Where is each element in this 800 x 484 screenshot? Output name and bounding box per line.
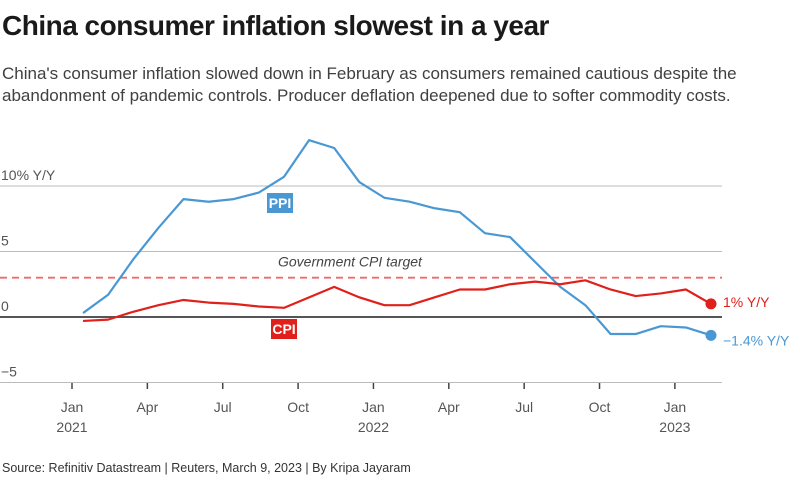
source-note: Source: Refinitiv Datastream | Reuters, … [2, 461, 411, 475]
x-tick-label: Jul [214, 399, 232, 415]
end-point-ppi [705, 329, 717, 341]
series-line-ppi [82, 139, 712, 337]
end-label-cpi: 1% Y/Y [723, 294, 770, 310]
legend-badge-cpi [271, 319, 297, 339]
y-tick-label: 0 [1, 298, 9, 314]
series-line-cpi [82, 279, 712, 323]
end-point-cpi [705, 298, 717, 310]
x-tick-label: Apr [136, 399, 158, 415]
cpi-target-label: Government CPI target [278, 254, 423, 270]
x-tick-label: Jan [362, 399, 385, 415]
x-tick-year: 2021 [56, 419, 87, 435]
legend-badge-ppi [267, 193, 293, 213]
x-tick-label: Jan [61, 399, 84, 415]
line-chart: 10% Y/Y 5 0 −5 Jan 2021 Apr Jul Oct Jan 2022 Apr Jul… [0, 139, 790, 435]
x-tick-label: Jan [664, 399, 687, 415]
x-tick-year: 2023 [659, 419, 690, 435]
legend-label-cpi: CPI [272, 321, 295, 337]
x-tick-label: Oct [589, 399, 611, 415]
y-tick-label: −5 [1, 364, 17, 380]
y-tick-label: 5 [1, 233, 9, 249]
end-label-ppi: −1.4% Y/Y [723, 332, 790, 348]
x-tick-label: Oct [287, 399, 309, 415]
x-tick-year: 2022 [358, 419, 389, 435]
y-tick-label: 10% Y/Y [1, 167, 56, 183]
x-tick-label: Apr [438, 399, 460, 415]
chart-title: China consumer inflation slowest in a ye… [2, 10, 549, 41]
x-tick-label: Jul [515, 399, 533, 415]
legend-label-ppi: PPI [269, 195, 292, 211]
chart-subtitle: China's consumer inflation slowed down i… [2, 64, 737, 105]
